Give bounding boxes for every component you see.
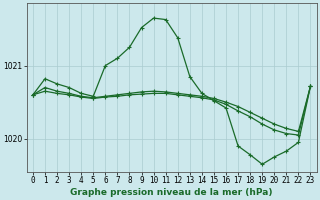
X-axis label: Graphe pression niveau de la mer (hPa): Graphe pression niveau de la mer (hPa) bbox=[70, 188, 273, 197]
